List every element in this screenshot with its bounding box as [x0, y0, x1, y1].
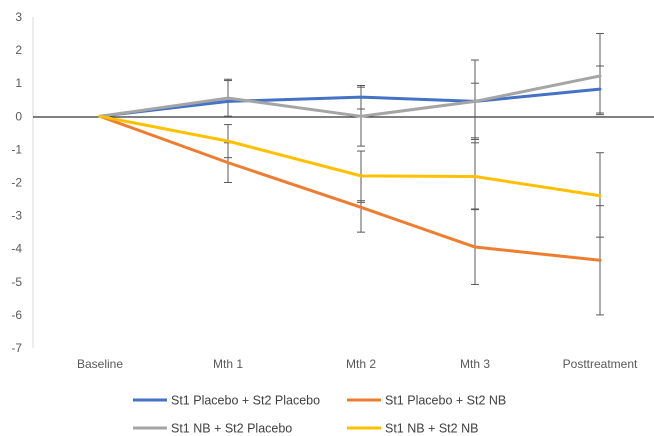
legend-item: St1 Placebo + St2 Placebo — [133, 394, 320, 408]
y-tick-label: -5 — [11, 275, 22, 289]
legend-label: St1 Placebo + St2 Placebo — [171, 394, 320, 408]
legend-item: St1 NB + St2 Placebo — [133, 422, 292, 436]
legend: St1 Placebo + St2 Placebo St1 Placebo + S… — [133, 394, 506, 436]
error-bars — [224, 33, 604, 316]
series-lines — [98, 74, 602, 262]
x-tick-label: Posttreatment — [563, 357, 638, 371]
legend-label: St1 NB + St2 NB — [385, 422, 478, 436]
y-tick-label: 2 — [15, 43, 22, 57]
y-tick-label: -6 — [11, 308, 22, 322]
y-tick-labels: 3 2 1 0 -1 -2 -3 -4 -5 -6 -7 — [11, 10, 22, 355]
x-tick-label: Mth 3 — [460, 357, 490, 371]
series-line-4 — [98, 114, 602, 198]
legend-item: St1 Placebo + St2 NB — [347, 394, 506, 408]
series-line-3 — [98, 74, 602, 118]
x-tick-label: Baseline — [77, 357, 123, 371]
legend-label: St1 NB + St2 Placebo — [171, 422, 292, 436]
x-tick-label: Mth 2 — [346, 357, 376, 371]
legend-label: St1 Placebo + St2 NB — [385, 394, 506, 408]
y-tick-label: 3 — [15, 10, 22, 24]
y-tick-label: -2 — [11, 176, 22, 190]
y-tick-label: 1 — [15, 76, 22, 90]
x-tick-labels: Baseline Mth 1 Mth 2 Mth 3 Posttreatment — [77, 357, 638, 371]
y-tick-label: 0 — [15, 109, 22, 123]
x-tick-label: Mth 1 — [213, 357, 243, 371]
series-line-2 — [98, 114, 602, 262]
legend-item: St1 NB + St2 NB — [347, 422, 478, 436]
y-tick-label: -4 — [11, 242, 22, 256]
y-tick-label: -3 — [11, 209, 22, 223]
y-tick-label: -1 — [11, 142, 22, 156]
series-line-1 — [98, 87, 602, 118]
y-tick-label: -7 — [11, 341, 22, 355]
